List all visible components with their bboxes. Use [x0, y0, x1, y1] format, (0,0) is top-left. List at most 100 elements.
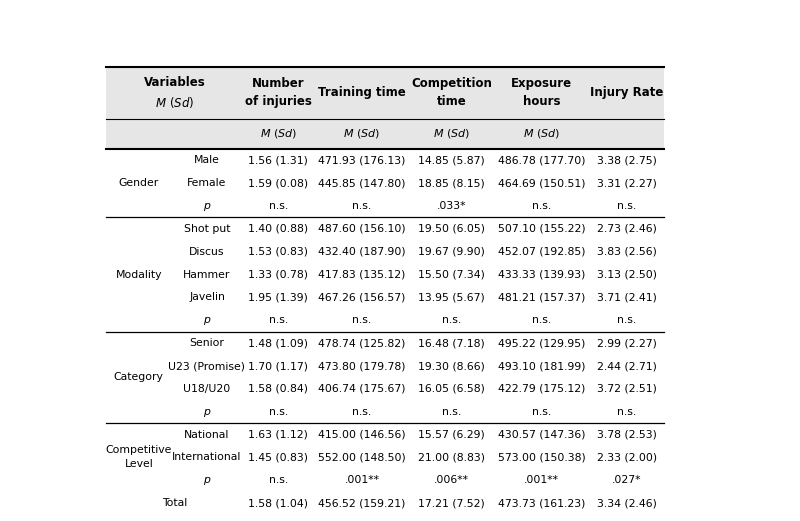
Text: p: p	[203, 315, 210, 325]
Text: 1.48 (1.09): 1.48 (1.09)	[248, 338, 308, 348]
Text: .027*: .027*	[612, 475, 642, 486]
Text: Discus: Discus	[189, 246, 225, 257]
Text: 1.63 (1.12): 1.63 (1.12)	[248, 430, 308, 440]
Text: U23 (Promise): U23 (Promise)	[169, 361, 246, 371]
Text: 415.00 (146.56): 415.00 (146.56)	[318, 430, 406, 440]
Text: n.s.: n.s.	[352, 315, 371, 325]
Text: Number
of injuries: Number of injuries	[245, 77, 312, 108]
Text: 3.31 (2.27): 3.31 (2.27)	[597, 178, 657, 188]
Text: Exposure
hours: Exposure hours	[511, 77, 572, 108]
Text: 2.33 (2.00): 2.33 (2.00)	[597, 452, 657, 463]
Text: 452.07 (192.85): 452.07 (192.85)	[498, 246, 586, 257]
Text: 3.83 (2.56): 3.83 (2.56)	[597, 246, 657, 257]
Text: 493.10 (181.99): 493.10 (181.99)	[498, 361, 586, 371]
Text: Injury Rate: Injury Rate	[590, 86, 664, 99]
Text: 3.72 (2.51): 3.72 (2.51)	[597, 384, 657, 394]
Text: n.s.: n.s.	[352, 407, 371, 417]
Text: 3.13 (2.50): 3.13 (2.50)	[597, 269, 657, 280]
Bar	[106, 217, 664, 332]
Text: .001**: .001**	[345, 475, 379, 486]
Text: 15.50 (7.34): 15.50 (7.34)	[418, 269, 486, 280]
Text: Gender: Gender	[118, 178, 159, 188]
Text: 487.60 (156.10): 487.60 (156.10)	[318, 224, 406, 234]
Text: 552.00 (148.50): 552.00 (148.50)	[318, 452, 406, 463]
Text: 422.79 (175.12): 422.79 (175.12)	[498, 384, 586, 394]
Text: 1.58 (1.04): 1.58 (1.04)	[248, 498, 308, 508]
Text: Training time: Training time	[318, 86, 406, 99]
Text: 18.85 (8.15): 18.85 (8.15)	[418, 178, 486, 188]
Text: 1.70 (1.17): 1.70 (1.17)	[248, 361, 308, 371]
Text: 486.78 (177.70): 486.78 (177.70)	[498, 155, 586, 165]
Text: 471.93 (176.13): 471.93 (176.13)	[318, 155, 406, 165]
Text: n.s.: n.s.	[532, 407, 551, 417]
Bar	[106, 492, 664, 515]
Text: 1.56 (1.31): 1.56 (1.31)	[248, 155, 308, 165]
Text: 15.57 (6.29): 15.57 (6.29)	[418, 430, 486, 440]
Text: 13.95 (5.67): 13.95 (5.67)	[418, 292, 486, 302]
Text: 478.74 (125.82): 478.74 (125.82)	[318, 338, 406, 348]
Text: Modality: Modality	[115, 269, 162, 280]
Text: 495.22 (129.95): 495.22 (129.95)	[498, 338, 586, 348]
Text: 406.74 (175.67): 406.74 (175.67)	[318, 384, 406, 394]
Text: 1.95 (1.39): 1.95 (1.39)	[248, 292, 308, 302]
Text: n.s.: n.s.	[269, 315, 288, 325]
Text: n.s.: n.s.	[618, 315, 637, 325]
Text: 1.33 (0.78): 1.33 (0.78)	[248, 269, 308, 280]
Text: Total: Total	[162, 498, 187, 508]
Bar	[106, 149, 664, 217]
Text: Competitive
Level: Competitive Level	[106, 445, 172, 469]
Bar	[106, 119, 664, 149]
Text: 3.38 (2.75): 3.38 (2.75)	[597, 155, 657, 165]
Text: 473.80 (179.78): 473.80 (179.78)	[318, 361, 406, 371]
Text: p: p	[203, 201, 210, 211]
Text: Shot put: Shot put	[184, 224, 230, 234]
Text: n.s.: n.s.	[269, 475, 288, 486]
Text: n.s.: n.s.	[269, 201, 288, 211]
Text: p: p	[203, 475, 210, 486]
Text: $M$ $(Sd)$: $M$ $(Sd)$	[259, 127, 297, 140]
Text: n.s.: n.s.	[352, 201, 371, 211]
Text: Senior: Senior	[190, 338, 224, 348]
Text: 2.99 (2.27): 2.99 (2.27)	[597, 338, 657, 348]
Text: 3.71 (2.41): 3.71 (2.41)	[597, 292, 657, 302]
Text: 467.26 (156.57): 467.26 (156.57)	[318, 292, 406, 302]
Text: Male: Male	[194, 155, 220, 165]
Text: 19.50 (6.05): 19.50 (6.05)	[418, 224, 486, 234]
Text: 507.10 (155.22): 507.10 (155.22)	[498, 224, 586, 234]
Text: $M$ $(Sd)$: $M$ $(Sd)$	[433, 127, 470, 140]
Text: n.s.: n.s.	[618, 407, 637, 417]
Text: Javelin: Javelin	[189, 292, 225, 302]
Text: 17.21 (7.52): 17.21 (7.52)	[418, 498, 486, 508]
Text: 1.53 (0.83): 1.53 (0.83)	[248, 246, 308, 257]
Text: 16.48 (7.18): 16.48 (7.18)	[418, 338, 486, 348]
Bar	[106, 332, 664, 423]
Text: p: p	[203, 407, 210, 417]
Text: 473.73 (161.23): 473.73 (161.23)	[498, 498, 586, 508]
Text: 430.57 (147.36): 430.57 (147.36)	[498, 430, 586, 440]
Text: 3.78 (2.53): 3.78 (2.53)	[597, 430, 657, 440]
Text: 1.59 (0.08): 1.59 (0.08)	[248, 178, 308, 188]
Text: National: National	[184, 430, 230, 440]
Text: .033*: .033*	[437, 201, 466, 211]
Text: n.s.: n.s.	[532, 201, 551, 211]
Text: 2.44 (2.71): 2.44 (2.71)	[597, 361, 657, 371]
Text: 3.34 (2.46): 3.34 (2.46)	[597, 498, 657, 508]
Text: .001**: .001**	[524, 475, 559, 486]
Text: Competition
time: Competition time	[411, 77, 492, 108]
Text: 19.30 (8.66): 19.30 (8.66)	[418, 361, 486, 371]
Bar	[106, 423, 664, 492]
Text: n.s.: n.s.	[442, 407, 462, 417]
Text: n.s.: n.s.	[532, 315, 551, 325]
Text: $M$ $(Sd)$: $M$ $(Sd)$	[343, 127, 381, 140]
Text: 433.33 (139.93): 433.33 (139.93)	[498, 269, 586, 280]
Text: Female: Female	[187, 178, 226, 188]
Text: 1.58 (0.84): 1.58 (0.84)	[248, 384, 308, 394]
Text: 456.52 (159.21): 456.52 (159.21)	[318, 498, 406, 508]
Text: n.s.: n.s.	[442, 315, 462, 325]
Text: 573.00 (150.38): 573.00 (150.38)	[498, 452, 586, 463]
Text: Category: Category	[114, 373, 164, 382]
Text: 19.67 (9.90): 19.67 (9.90)	[418, 246, 486, 257]
Bar	[106, 67, 664, 119]
Text: 481.21 (157.37): 481.21 (157.37)	[498, 292, 586, 302]
Text: 464.69 (150.51): 464.69 (150.51)	[498, 178, 586, 188]
